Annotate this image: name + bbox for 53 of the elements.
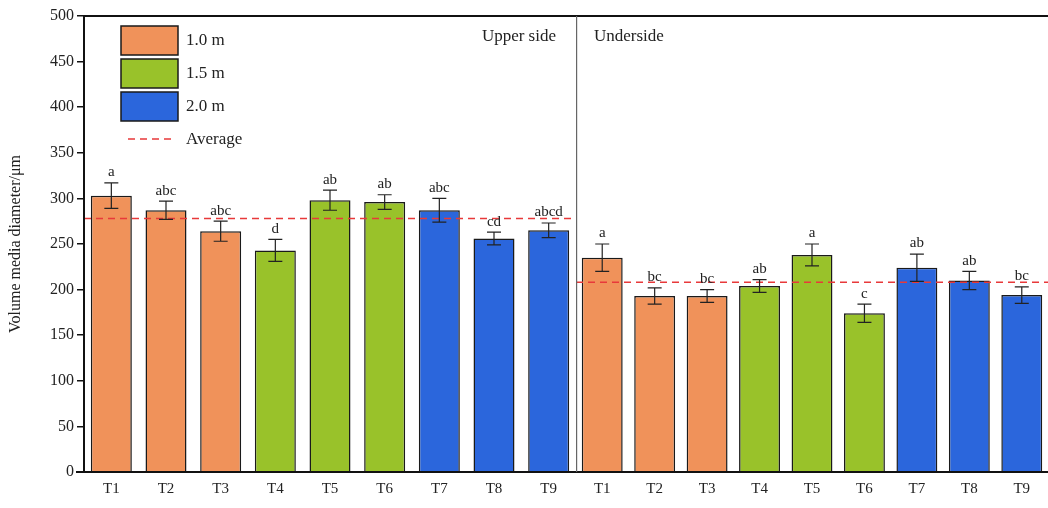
data-label: abc <box>155 181 177 198</box>
legend-label: 1.0 m <box>186 30 225 50</box>
data-label: c <box>861 284 869 301</box>
x-tick-label: T2 <box>646 479 663 496</box>
y-tick-label: 100 <box>50 371 74 388</box>
y-tick-label: 500 <box>50 6 74 24</box>
x-tick-label: T4 <box>267 479 285 496</box>
x-tick-label: T3 <box>698 479 716 496</box>
x-tick-label: T7 <box>908 479 926 496</box>
y-tick-label: 350 <box>50 143 74 160</box>
data-label: a <box>808 224 816 241</box>
x-tick-label: T3 <box>212 479 229 496</box>
data-label: abc <box>210 201 232 218</box>
annotation: Upper side <box>481 25 556 45</box>
data-label: ab <box>377 175 392 192</box>
y-tick-label: 50 <box>58 416 74 434</box>
data-label: ab <box>962 251 977 268</box>
x-tick-label: T2 <box>157 479 175 496</box>
x-tick-label: T9 <box>540 479 557 496</box>
data-label: ab <box>322 170 338 187</box>
legend-label: 1.5 m <box>186 63 225 83</box>
legend-label: 2.0 m <box>186 96 225 116</box>
x-tick-label: T6 <box>856 479 874 496</box>
data-label: ab <box>909 234 924 251</box>
y-tick-label: 200 <box>50 279 74 297</box>
data-label: ab <box>752 260 767 277</box>
y-tick-label: 300 <box>50 188 74 206</box>
x-tick-label: T1 <box>103 479 120 496</box>
annotation: Underside <box>594 25 664 45</box>
x-tick-label: T5 <box>321 479 339 496</box>
data-label: abc <box>428 178 451 195</box>
x-tick-label: T9 <box>1013 479 1031 496</box>
x-tick-label: T6 <box>376 479 394 496</box>
legend-label: Average <box>186 129 243 149</box>
x-tick-label: T7 <box>431 479 449 496</box>
x-tick-label: T5 <box>803 479 821 496</box>
data-label: bc <box>647 268 663 285</box>
data-label: bc <box>1014 267 1030 284</box>
data-label: d <box>271 219 280 236</box>
y-tick-label: 250 <box>50 234 74 252</box>
y-axis-title: Volume media diameter/μm <box>5 154 24 334</box>
y-tick-label: 450 <box>50 51 74 69</box>
x-tick-label: T8 <box>961 479 978 496</box>
x-tick-label: T4 <box>751 479 769 496</box>
data-label: abcd <box>534 203 564 220</box>
y-tick-label: 400 <box>50 97 74 115</box>
data-label: a <box>108 163 115 180</box>
x-tick-label: T8 <box>485 479 503 496</box>
x-tick-label: T1 <box>593 479 611 496</box>
y-tick-label: 0 <box>66 462 74 480</box>
y-tick-label: 150 <box>50 325 74 343</box>
data-label: a <box>598 224 606 241</box>
data-label: cd <box>486 212 502 229</box>
